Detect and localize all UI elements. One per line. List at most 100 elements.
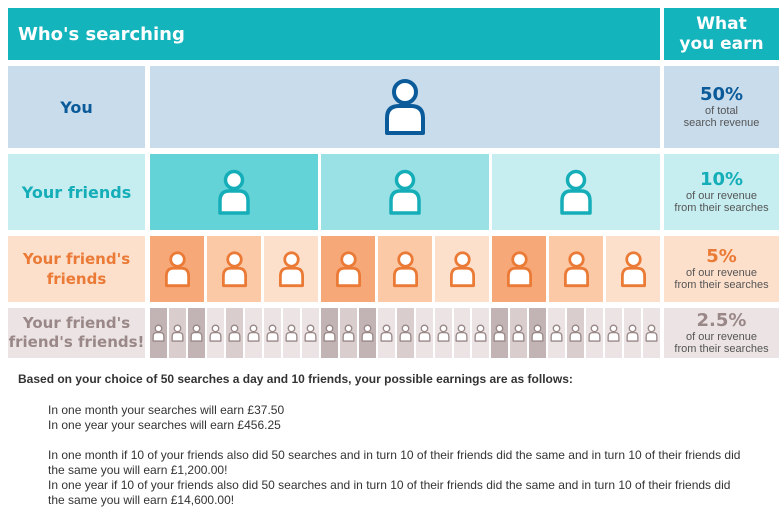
earnings-month-network-cont: the same you will earn £1,200.00!: [48, 463, 228, 477]
person-icon: [607, 324, 620, 342]
friends-friend-block: [150, 236, 204, 302]
friends-friends-friend-block: [150, 308, 167, 358]
person-icon: [218, 169, 250, 215]
what-you-earn-header: What you earn: [664, 8, 779, 60]
row-you-sub2: search revenue: [683, 117, 760, 129]
friends-friends-friend-block: [567, 308, 585, 358]
person-icon: [164, 251, 190, 288]
person-icon: [221, 251, 247, 288]
friends-friends-friend-block: [377, 308, 395, 358]
row-friends-friends-sub1: of our revenue: [686, 267, 757, 279]
friends-friends-friend-block: [282, 308, 300, 358]
row-friends-earn: 10% of our revenue from their searches: [664, 154, 779, 230]
friends-friend-block: [378, 236, 432, 302]
person-icon: [190, 324, 203, 342]
person-icon: [455, 324, 469, 342]
row-friends-friends-label: Your friend's friends: [8, 236, 145, 302]
person-icon: [550, 324, 563, 342]
person-icon: [563, 251, 589, 288]
friends-friends-friend-block: [358, 308, 376, 358]
person-icon: [385, 79, 425, 135]
friends-friends-friend-block: [548, 308, 566, 358]
person-icon: [171, 324, 184, 342]
friends-friends-friend-block: [586, 308, 604, 358]
row-friends-friends-friends-sub2: from their searches: [674, 343, 769, 355]
row-you-percent: 50%: [699, 84, 744, 105]
friends-friends-friend-block: [529, 308, 547, 358]
earnings-summary: Based on your choice of 50 searches a da…: [18, 372, 768, 508]
person-icon: [342, 324, 355, 342]
friends-friends-friend-block: [187, 308, 205, 358]
earnings-month-self: In one month your searches will earn £37…: [48, 403, 285, 417]
friends-friend-block: [207, 236, 261, 302]
row-friends-friends-label-line2: friends: [46, 270, 107, 288]
person-icon: [335, 251, 361, 288]
row-friends-friends-friends-label-line1: Your friend's: [22, 314, 131, 332]
row-friends-label-text: Your friends: [21, 182, 132, 202]
earnings-year-self: In one year your searches will earn £456…: [48, 418, 281, 432]
person-icon: [449, 251, 475, 288]
person-icon: [209, 324, 222, 342]
what-you-earn-line2: you earn: [679, 34, 764, 54]
row-you-area: [150, 66, 660, 148]
person-icon: [152, 324, 165, 342]
person-icon: [380, 324, 393, 342]
person-icon: [560, 169, 592, 215]
friends-friends-friend-block: [415, 308, 433, 358]
row-friends-percent: 10%: [699, 169, 744, 190]
whos-searching-title: Who's searching: [18, 23, 185, 45]
earnings-year-network-cont: the same you will earn £14,600.00!: [48, 493, 235, 507]
row-you-earn: 50% of total search revenue: [664, 66, 779, 148]
friends-friends-friend-block: [491, 308, 509, 358]
row-friends-label: Your friends: [8, 154, 145, 230]
person-icon: [392, 251, 418, 288]
what-you-earn-line1: What: [696, 14, 747, 34]
row-friends-sub2: from their searches: [674, 202, 769, 214]
person-icon: [389, 169, 421, 215]
row-friends-friends-friends-label-line2: friend's friends!: [8, 333, 145, 351]
row-friends-friends-friends-label: Your friend's friend's friends!: [8, 308, 145, 358]
row-friends-friends-friends-earn: 2.5% of our revenue from their searches: [664, 308, 779, 358]
person-icon: [620, 251, 646, 288]
earnings-month-network: In one month if 10 of your friends also …: [48, 448, 741, 462]
friends-friends-friend-block: [605, 308, 623, 358]
row-friends-friends-area: [150, 236, 660, 302]
friends-friend-block: [549, 236, 603, 302]
person-icon: [247, 324, 260, 342]
person-icon: [474, 324, 487, 342]
person-icon: [506, 251, 532, 288]
friends-friends-friend-block: [225, 308, 243, 358]
person-icon: [569, 324, 582, 342]
row-friends-friends-label-line1: Your friend's: [22, 250, 131, 268]
friends-friends-friend-block: [643, 308, 661, 358]
friends-friends-friend-block: [206, 308, 224, 358]
row-friends-friends-sub2: from their searches: [674, 279, 769, 291]
friends-friends-friend-block: [301, 308, 319, 358]
friends-friend-block: [321, 236, 375, 302]
person-icon: [278, 251, 304, 288]
row-you-sub1: of total: [704, 105, 739, 117]
friends-friends-friend-block: [472, 308, 490, 358]
row-you-label-text: You: [60, 97, 93, 117]
person-icon: [436, 324, 450, 342]
friend-block: [321, 154, 489, 230]
person-icon: [588, 324, 601, 342]
row-friends-friends-percent: 5%: [706, 246, 737, 267]
friends-friends-friend-block: [339, 308, 357, 358]
person-icon: [531, 324, 544, 342]
person-icon: [626, 324, 639, 342]
person-icon: [228, 324, 241, 342]
person-icon: [361, 324, 374, 342]
person-icon: [266, 324, 279, 342]
earnings-year-network: In one year if 10 of your friends also d…: [48, 478, 731, 492]
friends-friend-block: [435, 236, 489, 302]
row-friends-friends-friends-sub1: of our revenue: [686, 331, 757, 343]
friends-friend-block: [492, 236, 546, 302]
person-icon: [323, 324, 336, 342]
row-friends-area: [150, 154, 660, 230]
friends-friends-friend-block: [244, 308, 262, 358]
friends-friends-friend-block: [168, 308, 186, 358]
friends-friends-friend-block: [624, 308, 642, 358]
earnings-lead: Based on your choice of 50 searches a da…: [18, 372, 573, 386]
friends-friends-friend-block: [510, 308, 528, 358]
